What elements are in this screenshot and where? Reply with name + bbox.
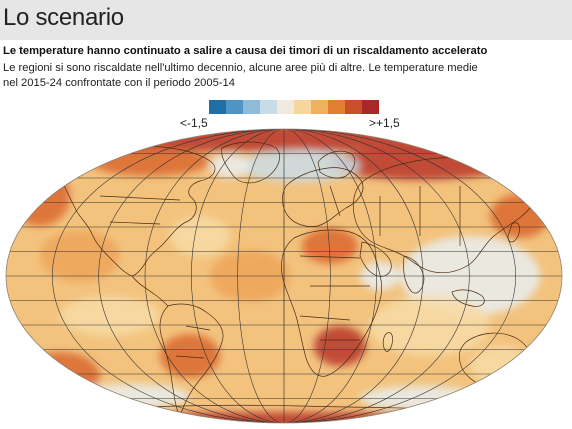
temperature-anomaly-area [210,154,250,178]
temperature-anomaly-area [360,386,480,410]
page-title: Lo scenario [3,4,124,31]
north-america-outline [59,145,216,277]
world-temperature-anomaly-map [5,128,563,424]
legend-swatch [260,100,277,114]
legend-color-scale [209,100,379,114]
world-map [0,126,572,429]
madagascar-outline [382,332,393,352]
temperature-anomaly-area [20,352,100,400]
legend-swatch [209,100,226,114]
temperature-anomaly-area [160,334,220,378]
temperature-anomaly-area [370,296,490,356]
graticule-lines [6,129,562,423]
temperature-anomaly-area [490,194,550,238]
temperature-anomaly-area [314,326,366,366]
europe-outline [282,167,364,227]
legend-swatch [362,100,379,114]
new-zealand-outline [545,386,555,400]
southeast-asia-outline [451,289,485,307]
temperature-anomaly-area [60,296,160,336]
legend-swatch [294,100,311,114]
header-band [0,0,572,40]
scandinavia-outline [317,150,356,179]
legend-max-label: >+1,5 [369,116,400,130]
central-america-outline [131,275,169,307]
legend-min-label: <-1,5 [180,116,208,130]
temperature-anomaly-area [10,166,70,226]
globe-outline [5,128,563,424]
temperature-anomaly-area [302,228,358,264]
temperature-anomaly-area [240,150,360,182]
color-legend: <-1,5 >+1,5 [180,100,420,132]
temperature-anomaly-area [470,346,530,386]
temperature-anomaly-area [170,216,230,256]
legend-swatch [328,100,345,114]
africa-outline [281,229,382,377]
headline: Le temperature hanno continuato a salire… [3,45,488,57]
subtitle: Le regioni si sono riscaldate nell'ultim… [3,62,478,89]
arabia-outline [359,241,392,277]
legend-swatch [243,100,260,114]
legend-swatch [226,100,243,114]
legend-swatch [345,100,362,114]
temperature-anomaly-area [40,230,120,282]
india-outline [403,255,425,294]
legend-swatch [311,100,328,114]
legend-swatch [277,100,294,114]
